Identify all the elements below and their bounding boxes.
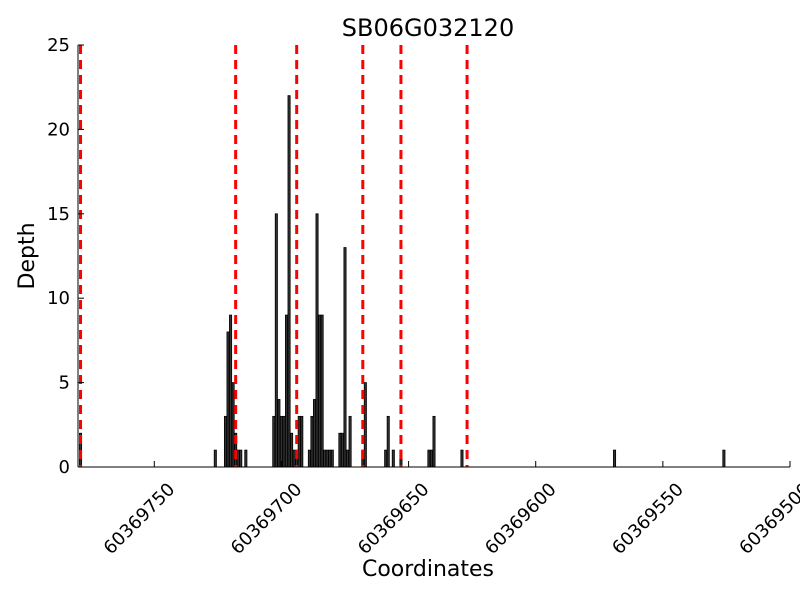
depth-bar <box>328 449 332 468</box>
depth-bar <box>307 449 311 468</box>
depth-bar <box>346 449 350 468</box>
y-tick-label: 20 <box>47 119 70 140</box>
depth-bar <box>427 449 431 468</box>
depth-bar <box>363 382 367 468</box>
depth-bar <box>279 415 283 468</box>
depth-bar <box>312 399 316 468</box>
depth-bar <box>226 331 230 468</box>
depth-bar <box>213 449 217 468</box>
depth-bar <box>386 415 390 468</box>
depth-bar <box>297 415 301 468</box>
depth-bar <box>722 449 726 468</box>
depth-bar <box>323 449 327 468</box>
depth-bar <box>300 415 304 468</box>
depth-bar <box>343 247 347 468</box>
x-axis-label: Coordinates <box>362 557 494 582</box>
depth-bar <box>223 415 227 468</box>
y-tick-label: 0 <box>59 457 70 478</box>
depth-bar <box>330 449 334 468</box>
depth-bar <box>432 415 436 468</box>
depth-bar <box>325 449 329 468</box>
depth-bar <box>292 449 296 468</box>
x-tick-label: 60369600 <box>481 479 561 559</box>
depth-bar <box>239 449 243 468</box>
depth-bar <box>384 449 388 468</box>
depth-bar <box>287 95 291 468</box>
y-tick-label: 10 <box>47 288 70 309</box>
depth-bar <box>272 415 276 468</box>
x-tick-label: 60369500 <box>735 479 800 559</box>
depth-bar <box>320 314 324 468</box>
depth-bar <box>231 382 235 468</box>
vertical-marker-lines <box>79 45 469 467</box>
y-tick-label: 5 <box>59 373 70 394</box>
depth-bar <box>274 213 278 468</box>
x-tick-label: 60369750 <box>100 479 180 559</box>
chart-title: SB06G032120 <box>342 14 514 42</box>
depth-bar <box>229 314 233 468</box>
depth-bar <box>290 432 294 468</box>
depth-bar <box>236 449 240 468</box>
x-ticks: 60369750 60369700 60369650 60369600 60369550… <box>100 461 800 559</box>
depth-bar <box>282 415 286 468</box>
depth-bar <box>244 449 248 468</box>
y-tick-label: 15 <box>47 204 70 225</box>
depth-bar <box>318 314 322 468</box>
y-ticks: 0 5 10 15 20 25 <box>47 35 84 478</box>
depth-bar <box>340 432 344 468</box>
depth-bar <box>391 449 395 468</box>
depth-bar <box>613 449 617 468</box>
depth-bar <box>285 314 289 468</box>
y-axis-label: Depth <box>15 222 40 289</box>
depth-bar <box>460 449 464 468</box>
y-tick-label: 25 <box>47 35 70 56</box>
depth-bar <box>429 449 433 468</box>
x-tick-label: 60369700 <box>227 479 307 559</box>
depth-bar <box>277 399 281 468</box>
depth-bar <box>315 213 319 468</box>
depth-bar <box>310 415 314 468</box>
x-tick-label: 60369550 <box>608 479 688 559</box>
bars-layer <box>79 95 726 468</box>
depth-bar <box>338 432 342 468</box>
depth-bar <box>348 415 352 468</box>
x-tick-label: 60369650 <box>354 479 434 559</box>
